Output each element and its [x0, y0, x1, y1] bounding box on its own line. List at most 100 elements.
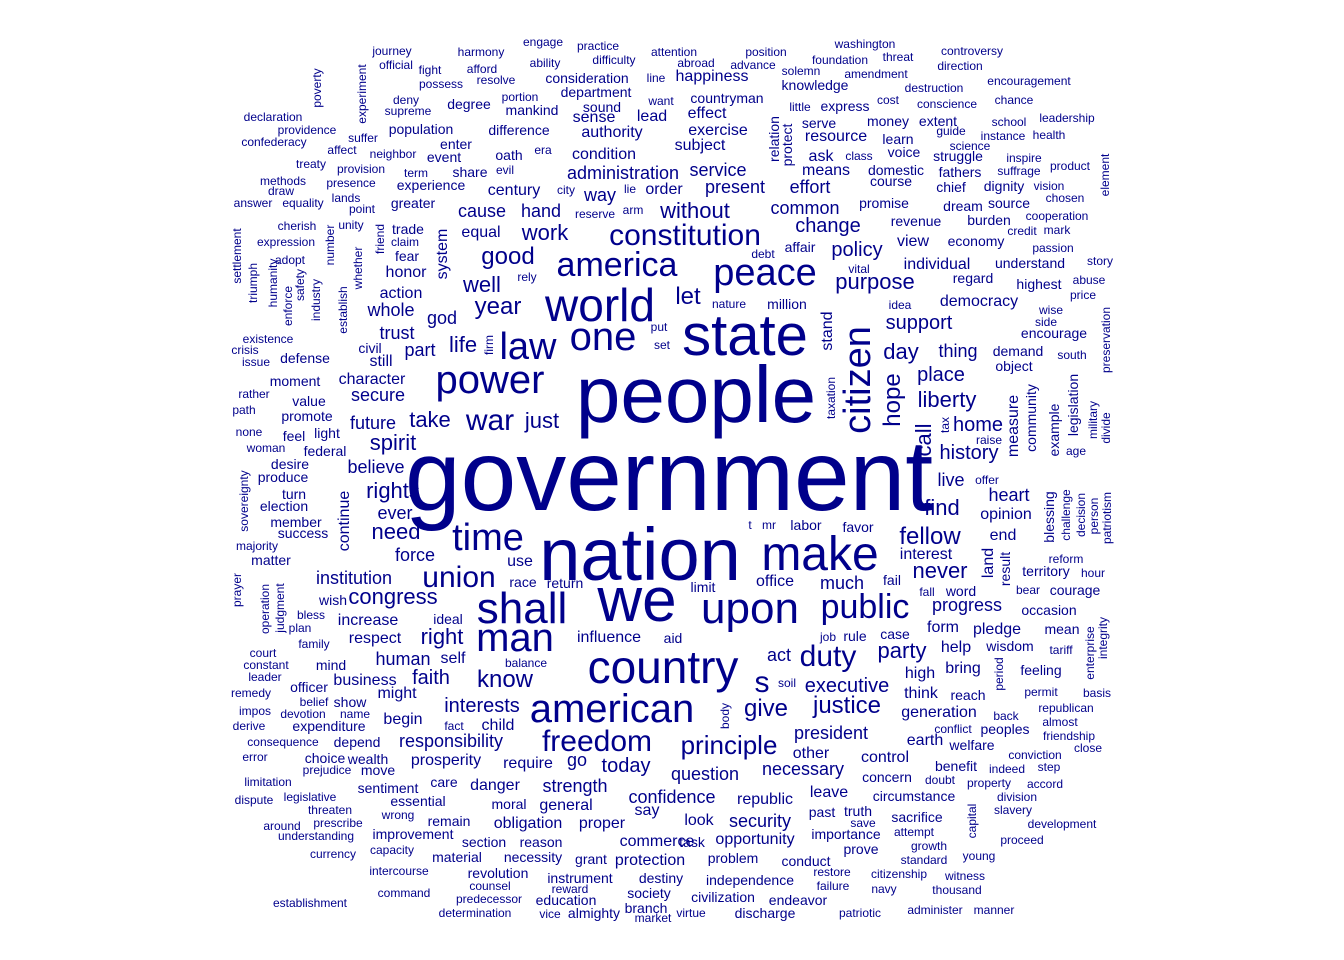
word-bless: bless	[296, 608, 326, 622]
word-problem: problem	[707, 850, 759, 866]
word-service: service	[689, 160, 747, 180]
word-turn: turn	[281, 486, 307, 502]
word-continue: continue	[336, 490, 353, 552]
word-reform: reform	[1048, 552, 1084, 566]
word-conduct: conduct	[781, 853, 831, 869]
word-mind: mind	[315, 657, 347, 673]
word-thing: thing	[938, 341, 978, 361]
word-pledge: pledge	[972, 621, 1022, 638]
word-encourage: encourage	[1020, 325, 1088, 341]
word-conscience: conscience	[916, 97, 978, 111]
word-strength: strength	[542, 776, 608, 796]
word-limit: limit	[690, 579, 716, 595]
word-knowledge: knowledge	[781, 77, 849, 93]
word-material: material	[432, 849, 482, 865]
word-rule: rule	[843, 628, 867, 644]
word-place: place	[917, 364, 965, 386]
word-moral: moral	[491, 796, 527, 812]
word-fall: fall	[919, 585, 935, 599]
word-decision: decision	[1074, 492, 1088, 538]
word-century: century	[487, 182, 541, 199]
word-amendment: amendment	[844, 67, 908, 81]
word-determination: determination	[438, 906, 512, 920]
word-methods: methods	[259, 174, 307, 188]
word-express: express	[820, 98, 870, 114]
word-government: government	[404, 420, 934, 532]
word-moment: moment	[269, 373, 321, 389]
word-education: education	[535, 892, 597, 908]
word-cause: cause	[457, 201, 507, 221]
word-price: price	[1069, 288, 1097, 302]
word-voice: voice	[887, 144, 921, 160]
word-adopt: adopt	[274, 253, 306, 267]
word-legislative: legislative	[283, 790, 337, 804]
word-call: call	[911, 423, 936, 457]
word-industry: industry	[309, 278, 323, 322]
word-currency: currency	[309, 847, 357, 861]
word-sense: sense	[572, 109, 616, 126]
word-money: money	[866, 113, 910, 129]
word-failure: failure	[816, 879, 850, 893]
word-passion: passion	[1032, 241, 1074, 255]
word-remain: remain	[427, 813, 471, 829]
word-body: body	[718, 702, 732, 730]
word-period: period	[992, 657, 1006, 691]
word-state: state	[682, 303, 808, 368]
word-affect: affect	[327, 143, 357, 157]
word-concern: concern	[862, 769, 912, 785]
word-instance: instance	[980, 129, 1026, 143]
word-belief: belief	[299, 695, 329, 709]
word-credit: credit	[1007, 224, 1037, 238]
word-triumph: triumph	[246, 262, 260, 304]
word-help: help	[940, 639, 972, 656]
word-society: society	[627, 885, 671, 901]
word-feel: feel	[282, 428, 306, 444]
word-world: world	[545, 279, 655, 331]
word-path: path	[232, 403, 256, 417]
word-preservation: preservation	[1099, 306, 1113, 374]
word-wise: wise	[1038, 303, 1064, 317]
word-story: story	[1086, 254, 1114, 268]
word-wisdom: wisdom	[986, 638, 1034, 654]
word-reason: reason	[519, 834, 563, 850]
word-fact: fact	[444, 719, 464, 733]
word-republic: republic	[736, 791, 794, 808]
word-oath: oath	[495, 147, 523, 163]
word-consideration: consideration	[545, 70, 629, 86]
word-sound: sound	[582, 99, 622, 115]
word-growth: growth	[910, 839, 948, 853]
word-equal: equal	[461, 224, 501, 241]
word-require: require	[503, 755, 553, 772]
word-family: family	[298, 637, 330, 651]
word-light: light	[314, 425, 340, 441]
word-election: election	[259, 498, 309, 514]
word-order: order	[645, 181, 683, 198]
word-value: value	[292, 393, 326, 409]
word-sovereignty: sovereignty	[237, 470, 251, 532]
word-cherish: cherish	[277, 219, 317, 233]
word-increase: increase	[337, 612, 399, 629]
word-well: well	[463, 272, 501, 297]
word-mr: mr	[762, 518, 776, 532]
word-proper: proper	[578, 815, 626, 832]
word-reserve: reserve	[574, 207, 616, 221]
word-justice: justice	[812, 692, 882, 719]
word-highest: highest	[1016, 276, 1062, 292]
word-good: good	[481, 243, 535, 270]
word-mean: mean	[1044, 621, 1080, 637]
word-prescribe: prescribe	[313, 816, 363, 830]
word-city: city	[557, 183, 575, 197]
word-proceed: proceed	[1000, 833, 1044, 847]
word-provision: provision	[336, 162, 386, 176]
word-support: support	[885, 312, 953, 334]
word-congress: congress	[348, 584, 438, 609]
word-mark: mark	[1043, 223, 1071, 237]
word-democracy: democracy	[939, 293, 1019, 310]
word-public: public	[820, 588, 910, 626]
word-say: say	[634, 802, 660, 819]
word-threat: threat	[882, 50, 914, 64]
word-thousand: thousand	[932, 883, 982, 897]
word-rather: rather	[238, 387, 270, 401]
word-purpose: purpose	[835, 269, 915, 294]
word-military: military	[1086, 401, 1100, 439]
